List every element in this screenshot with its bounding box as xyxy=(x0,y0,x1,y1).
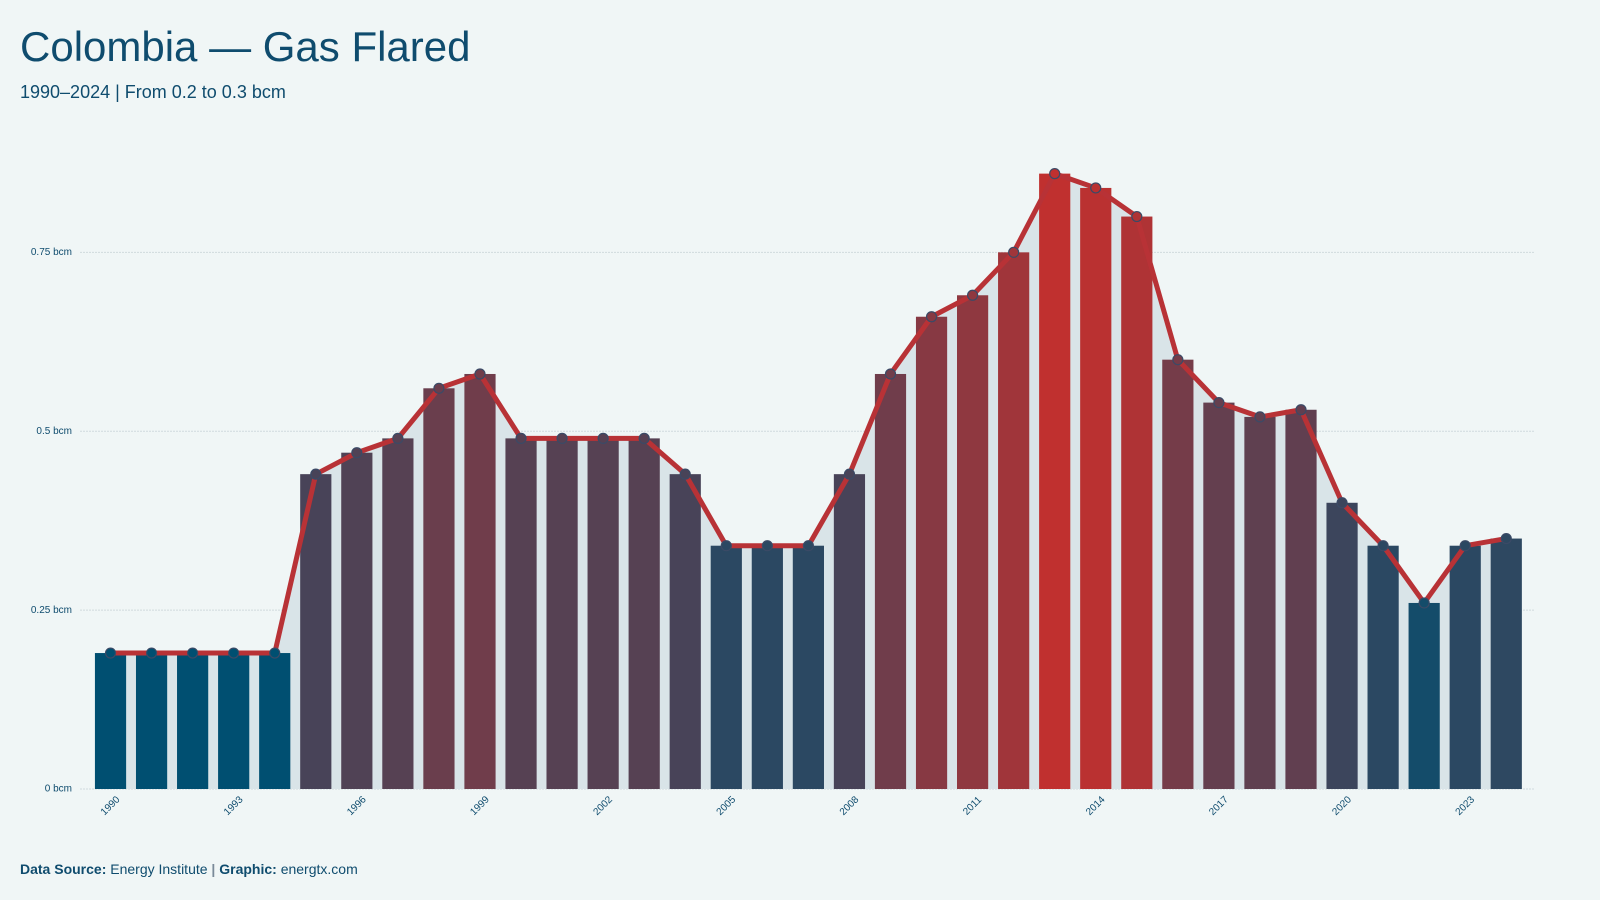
point xyxy=(1090,182,1102,194)
bar xyxy=(669,474,701,789)
bar xyxy=(1244,416,1276,789)
point xyxy=(1131,210,1143,223)
bar xyxy=(998,252,1030,790)
y-tick-label: 0.75 bcm xyxy=(31,247,72,258)
point xyxy=(556,432,568,444)
bar xyxy=(1203,402,1235,789)
bar xyxy=(751,545,783,789)
separator: | xyxy=(211,861,215,877)
point xyxy=(1213,397,1225,409)
point xyxy=(1008,246,1020,258)
bar xyxy=(382,438,414,789)
bar xyxy=(587,438,619,789)
bar xyxy=(218,653,250,789)
bar xyxy=(874,373,907,789)
bar xyxy=(1080,187,1112,789)
bar xyxy=(1121,216,1153,790)
bar xyxy=(94,653,127,789)
point xyxy=(1049,168,1061,180)
bar xyxy=(1367,545,1399,789)
graphic-label: Graphic: xyxy=(219,861,277,877)
bar xyxy=(341,452,373,789)
y-tick-label: 0 bcm xyxy=(45,784,72,795)
area xyxy=(110,173,1507,790)
bar xyxy=(710,545,742,789)
y-tick-label: 0.5 bcm xyxy=(36,426,72,437)
point xyxy=(310,468,322,480)
point xyxy=(720,540,732,552)
bar xyxy=(177,653,209,789)
point xyxy=(925,311,938,323)
point xyxy=(1459,540,1471,552)
chart-subtitle: 1990–2024 | From 0.2 to 0.3 bcm xyxy=(20,82,286,102)
bar xyxy=(505,438,537,789)
bar xyxy=(957,295,989,789)
point xyxy=(351,447,363,459)
point xyxy=(638,432,650,444)
point xyxy=(761,540,773,552)
point xyxy=(269,647,281,659)
bar xyxy=(1408,602,1440,789)
point xyxy=(1500,532,1512,545)
bar xyxy=(792,545,824,789)
bar xyxy=(915,316,948,789)
point xyxy=(884,368,897,380)
source: Energy Institute xyxy=(110,861,207,877)
bar xyxy=(423,388,455,789)
point xyxy=(1418,597,1430,609)
point xyxy=(228,647,240,659)
bar xyxy=(1039,173,1071,790)
point xyxy=(1336,497,1348,509)
point xyxy=(966,289,979,301)
point xyxy=(392,432,404,444)
bar xyxy=(1326,502,1358,789)
point xyxy=(104,647,117,659)
bar xyxy=(1490,538,1522,789)
point xyxy=(802,540,814,552)
bar xyxy=(546,438,578,789)
point xyxy=(474,368,486,380)
point xyxy=(145,647,158,659)
source-label: Data Source: xyxy=(20,861,106,877)
point xyxy=(1172,354,1184,366)
bar xyxy=(1162,359,1194,789)
bar xyxy=(464,373,496,789)
point xyxy=(1295,404,1307,416)
point xyxy=(597,432,609,444)
point xyxy=(679,468,691,480)
point xyxy=(843,468,856,480)
point xyxy=(515,432,527,444)
bar xyxy=(628,438,660,789)
y-tick-label: 0.25 bcm xyxy=(31,605,72,616)
graphic: energtx.com xyxy=(281,861,358,877)
bar xyxy=(135,653,168,789)
point xyxy=(187,647,199,659)
point xyxy=(1377,540,1389,552)
bar xyxy=(1449,545,1481,789)
bar xyxy=(833,474,866,789)
chart-title: Colombia — Gas Flared xyxy=(20,23,471,70)
point xyxy=(1254,411,1266,423)
bar xyxy=(1285,409,1317,789)
bar xyxy=(259,653,291,789)
footer: Data Source: Energy Institute | Graphic:… xyxy=(20,861,358,877)
point xyxy=(433,382,445,394)
